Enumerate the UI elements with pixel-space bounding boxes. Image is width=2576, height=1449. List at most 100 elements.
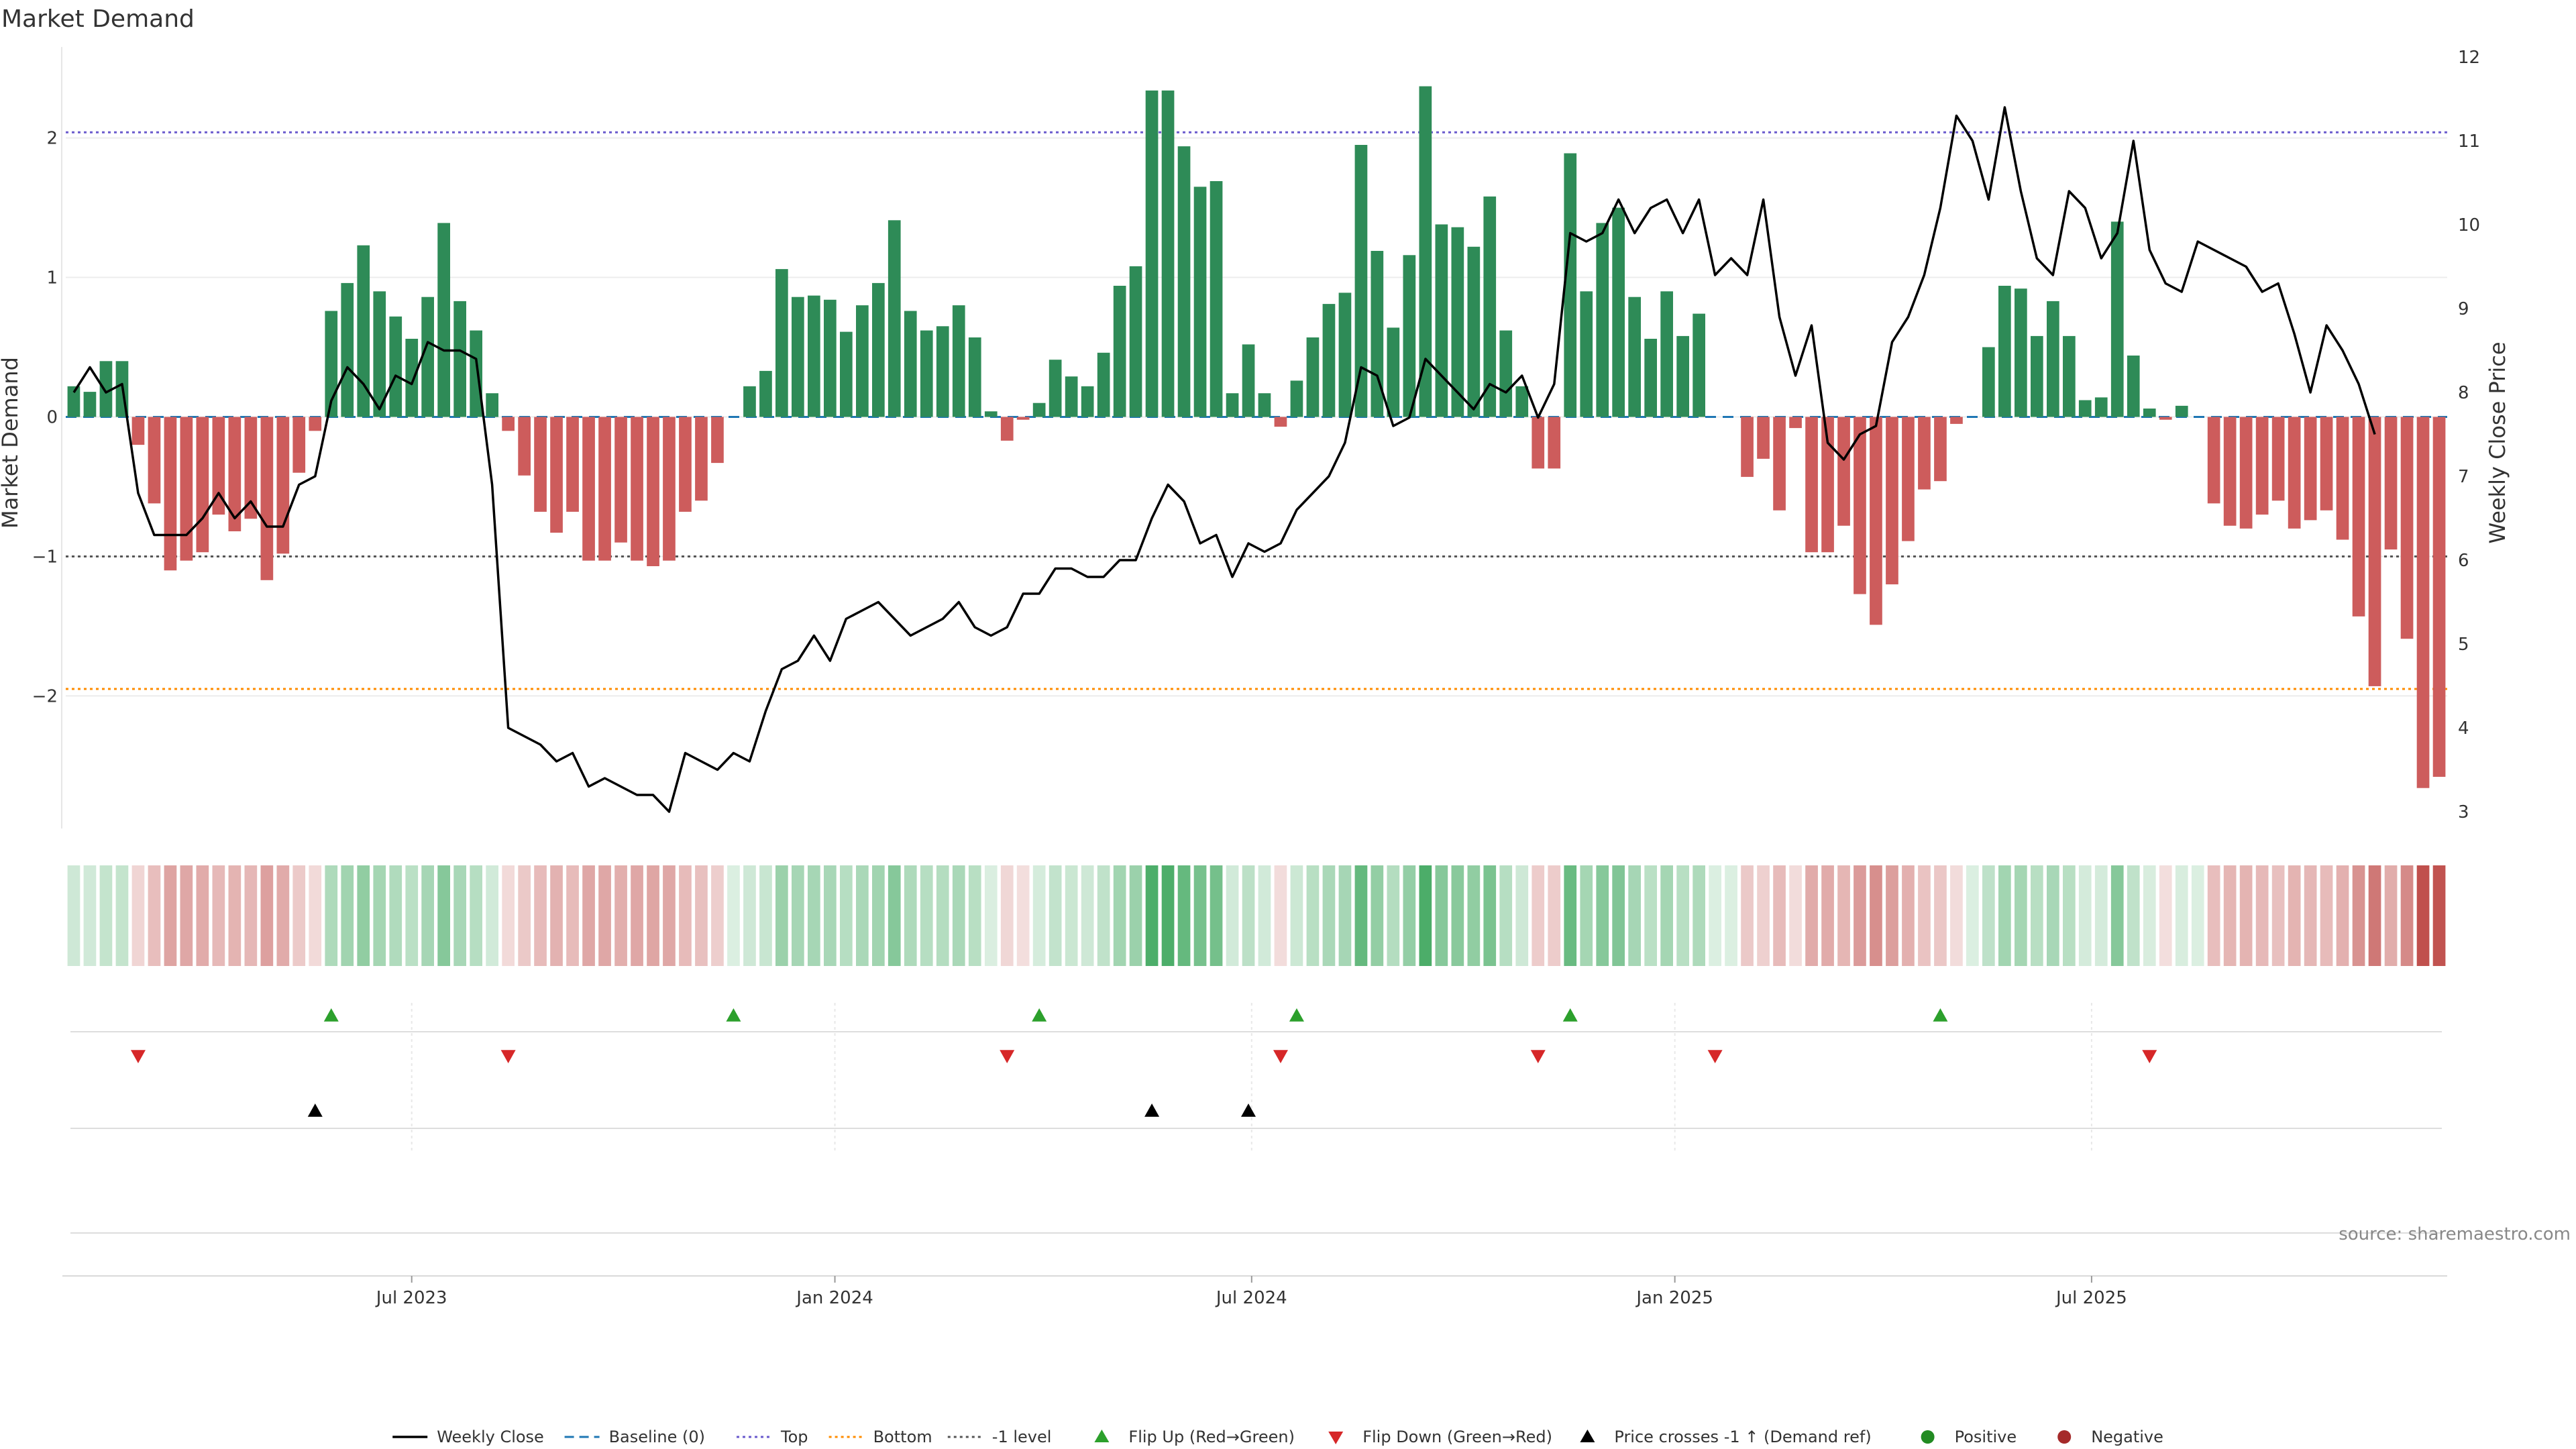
demand-bar — [888, 220, 901, 417]
heat-cell — [840, 865, 853, 966]
heat-cell — [2432, 865, 2446, 966]
y-tick-label: −2 — [32, 686, 58, 706]
demand-bar — [1467, 246, 1481, 417]
y2-tick-label: 5 — [2458, 635, 2469, 655]
heat-cell — [244, 865, 258, 966]
demand-bar — [2400, 417, 2414, 639]
heat-cell — [228, 865, 241, 966]
heat-cell — [99, 865, 113, 966]
demand-bar — [1354, 145, 1368, 417]
weekly-close-line — [72, 106, 2376, 813]
heat-cell — [808, 865, 820, 966]
heat-cell — [1789, 865, 1802, 966]
heat-cell — [1258, 865, 1271, 966]
heat-cell — [470, 865, 482, 966]
y2-tick-label: 3 — [2458, 802, 2469, 822]
y-tick-label: −1 — [32, 547, 58, 567]
heat-cell — [1499, 865, 1513, 966]
heat-cell — [1773, 865, 1786, 966]
demand-bar — [840, 331, 853, 417]
demand-bar — [67, 386, 80, 417]
heat-cell — [2175, 865, 2188, 966]
heat-cell — [486, 865, 498, 966]
heat-cell — [2352, 865, 2365, 966]
demand-bar — [228, 417, 241, 531]
heat-cell — [357, 865, 370, 966]
demand-bar — [2304, 417, 2317, 521]
grid — [61, 47, 2447, 828]
heat-cell — [1113, 865, 1126, 966]
heat-cell — [1805, 865, 1818, 966]
demand-bar — [1403, 255, 1416, 417]
heat-cell — [1403, 865, 1416, 966]
heat-cell — [968, 865, 981, 966]
heat-cell — [920, 865, 933, 966]
demand-bar — [2223, 417, 2237, 526]
heat-cell — [1049, 865, 1062, 966]
demand-bar — [212, 417, 225, 515]
heat-cell — [2416, 865, 2430, 966]
price-cross-marker — [1144, 1104, 1160, 1117]
heat-cell — [2368, 865, 2381, 966]
demand-bar — [502, 417, 515, 431]
demand-bar — [1741, 417, 1754, 477]
demand-bar — [1129, 266, 1142, 417]
demand-bar — [1612, 207, 1625, 417]
heat-cell — [1676, 865, 1689, 966]
demand-bar — [1097, 352, 1110, 417]
demand-bar — [968, 337, 981, 417]
demand-bar — [1773, 417, 1786, 511]
legend-item: Price crosses -1 ↑ (Demand ref) — [1580, 1428, 1872, 1446]
demand-bar — [1032, 402, 1046, 417]
demand-bar — [1193, 186, 1207, 417]
heat-cell — [1081, 865, 1094, 966]
y2-tick-label: 9 — [2458, 299, 2469, 319]
demand-bar — [325, 311, 338, 417]
heat-cell — [2143, 865, 2156, 966]
legend-label: Top — [780, 1428, 808, 1446]
demand-bar — [180, 417, 193, 561]
demand-bar — [775, 269, 788, 417]
y2-tick-label: 11 — [2458, 131, 2480, 152]
demand-bar — [453, 301, 466, 417]
flip-down-marker — [130, 1050, 146, 1063]
heat-cell — [1902, 865, 1915, 966]
heat-cell — [2078, 865, 2092, 966]
heat-cell — [1419, 865, 1432, 966]
demand-bar — [83, 392, 97, 417]
reference-lines — [66, 131, 2447, 690]
heat-cell — [2047, 865, 2059, 966]
heat-cell — [984, 865, 998, 966]
demand-bar — [131, 417, 145, 445]
flip-up-marker — [1032, 1008, 1047, 1022]
heat-cell — [2255, 865, 2269, 966]
heat-cell — [1000, 865, 1014, 966]
heat-cell — [598, 865, 611, 966]
heat-cell — [1226, 865, 1239, 966]
legend-item: Bottom — [828, 1428, 932, 1446]
demand-bar — [1950, 417, 1963, 424]
heat-cell — [792, 865, 804, 966]
heat-cell — [1065, 865, 1078, 966]
demand-bar — [2015, 288, 2027, 417]
demand-bar — [920, 330, 933, 417]
demand-bar — [276, 417, 290, 554]
chart-title: Market Demand — [1, 5, 195, 33]
y2-tick-label: 10 — [2458, 215, 2480, 235]
heat-cell — [1322, 865, 1336, 966]
y2-axis-label: Weekly Close Price — [2485, 341, 2510, 543]
demand-bar — [1258, 393, 1271, 417]
heat-cell — [292, 865, 306, 966]
demand-bar — [1821, 417, 1834, 553]
heat-cell — [373, 865, 386, 966]
heat-cell — [148, 865, 161, 966]
demand-bar — [1596, 223, 1609, 417]
event-markers — [62, 1003, 2447, 1277]
demand-bar — [2063, 335, 2076, 417]
heat-cell — [1193, 865, 1207, 966]
heat-cell — [1982, 865, 1995, 966]
legend-item: Top — [737, 1428, 808, 1446]
heat-cell — [711, 865, 724, 966]
heat-cell — [1870, 865, 1882, 966]
heat-cell — [518, 865, 531, 966]
